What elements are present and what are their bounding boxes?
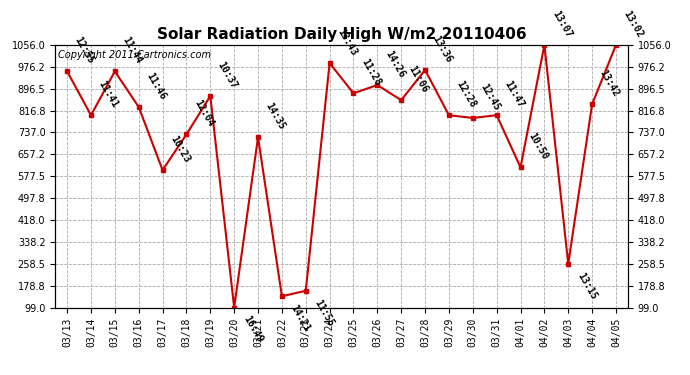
Text: 11:55: 11:55	[313, 298, 336, 328]
Text: 11:46: 11:46	[144, 71, 168, 101]
Text: 11:41: 11:41	[97, 79, 120, 110]
Text: 12:04: 12:04	[192, 98, 215, 129]
Text: 13:02: 13:02	[622, 9, 645, 39]
Text: 12:45: 12:45	[478, 82, 502, 112]
Text: 11:28: 11:28	[359, 57, 382, 88]
Text: 11:44: 11:44	[121, 35, 144, 66]
Text: 12:28: 12:28	[455, 79, 478, 110]
Title: Solar Radiation Daily High W/m2 20110406: Solar Radiation Daily High W/m2 20110406	[157, 27, 526, 42]
Text: 13:36: 13:36	[431, 34, 454, 64]
Text: 14:26: 14:26	[383, 49, 406, 80]
Text: 12:55: 12:55	[72, 35, 96, 66]
Text: 10:37: 10:37	[216, 60, 239, 90]
Text: Copyright 2011 Cartronics.com: Copyright 2011 Cartronics.com	[58, 50, 211, 60]
Text: 13:07: 13:07	[550, 9, 573, 39]
Text: 10:50: 10:50	[526, 131, 549, 162]
Text: 13:43: 13:43	[335, 27, 359, 57]
Text: 16:49: 16:49	[241, 315, 264, 345]
Text: 11:06: 11:06	[407, 64, 430, 94]
Text: 13:42: 13:42	[598, 68, 621, 99]
Text: 14:35: 14:35	[264, 101, 287, 132]
Text: 14:21: 14:21	[289, 303, 312, 334]
Text: 11:47: 11:47	[502, 79, 526, 110]
Text: 13:15: 13:15	[575, 271, 598, 301]
Text: 10:23: 10:23	[168, 134, 192, 165]
